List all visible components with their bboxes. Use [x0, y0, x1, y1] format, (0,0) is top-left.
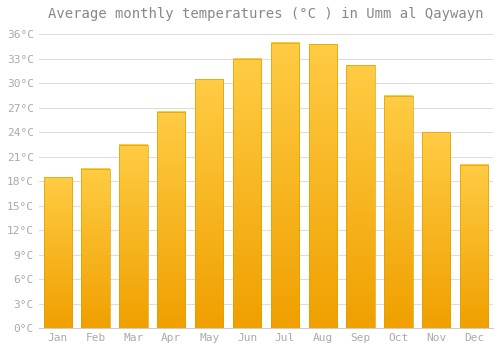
Bar [157, 112, 186, 328]
Bar [270, 43, 299, 328]
Bar [346, 65, 375, 328]
Bar [308, 44, 337, 328]
Bar [44, 177, 72, 328]
Bar [384, 96, 412, 328]
Title: Average monthly temperatures (°C ) in Umm al Qaywayn: Average monthly temperatures (°C ) in Um… [48, 7, 484, 21]
Bar [460, 165, 488, 328]
Bar [195, 79, 224, 328]
Bar [233, 59, 261, 328]
Bar [119, 145, 148, 328]
Bar [422, 132, 450, 328]
Bar [82, 169, 110, 328]
